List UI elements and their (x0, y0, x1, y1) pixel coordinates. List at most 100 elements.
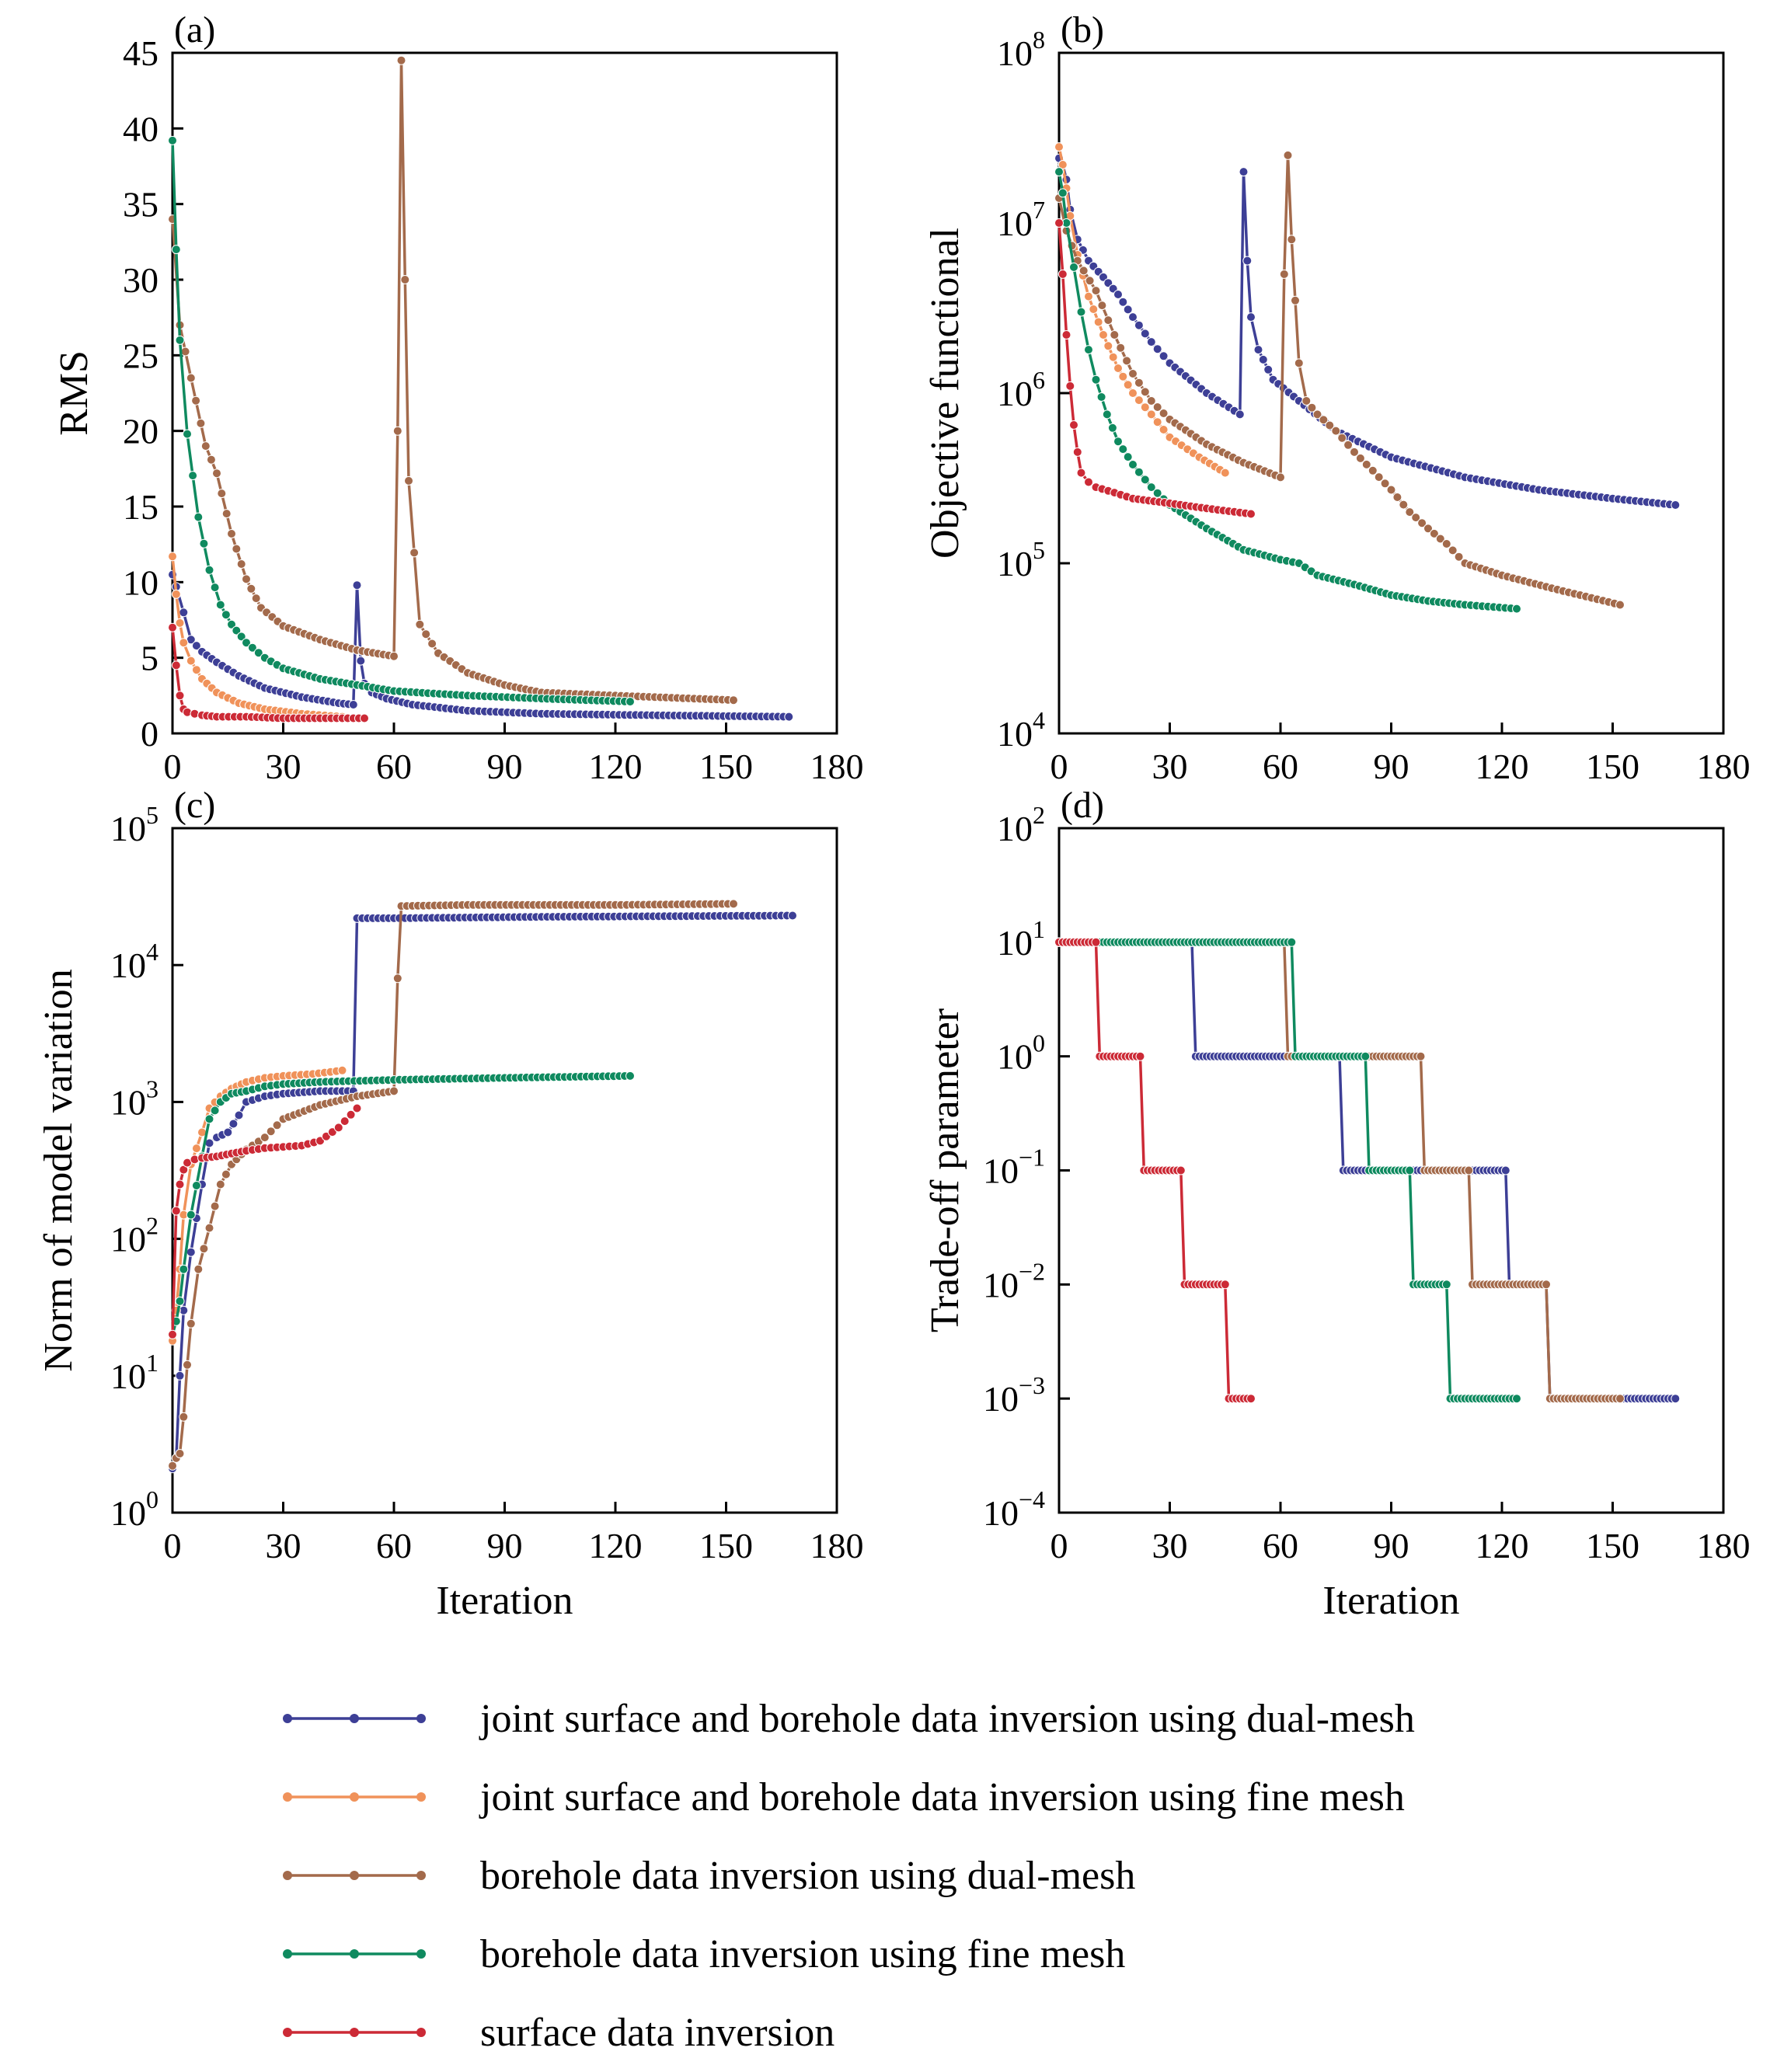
data-point (221, 610, 231, 620)
data-point (1325, 420, 1335, 430)
data-point (232, 544, 242, 554)
x-tick-label: 60 (1263, 747, 1298, 786)
data-point (788, 911, 797, 921)
data-point (272, 1120, 282, 1130)
plot-frame (171, 51, 838, 735)
x-axis-title: Iteration (436, 1579, 573, 1623)
data-point (227, 529, 236, 538)
data-point (1361, 459, 1371, 469)
data-point (1084, 345, 1093, 355)
data-point (168, 135, 177, 145)
data-point (242, 574, 251, 584)
data-point (1103, 341, 1113, 351)
data-point (1123, 380, 1133, 390)
data-point (175, 1179, 185, 1189)
x-tick-label: 90 (487, 1526, 523, 1565)
data-point (625, 1071, 635, 1081)
data-point (196, 418, 206, 428)
data-point (1054, 167, 1064, 177)
data-point (1380, 479, 1390, 489)
data-point (1140, 402, 1150, 413)
data-point (186, 656, 196, 666)
data-point (1097, 301, 1107, 311)
data-point (1429, 528, 1439, 538)
panel-label: (d) (1061, 785, 1104, 826)
series-line (171, 902, 734, 1467)
data-point (352, 1103, 362, 1113)
data-point (1386, 485, 1396, 495)
y-tick-label: 106 (997, 366, 1045, 413)
legend-swatch-marker (350, 1871, 359, 1880)
data-point (1113, 437, 1123, 447)
data-point (1116, 343, 1126, 353)
data-point (191, 641, 201, 651)
data-point (389, 651, 399, 661)
data-point (1287, 235, 1297, 245)
y-tick-label: 45 (123, 33, 159, 73)
data-point (392, 973, 402, 984)
data-point (175, 618, 185, 628)
y-tick-label: 10−3 (983, 1371, 1045, 1419)
x-tick-label: 60 (376, 1526, 412, 1565)
data-point (396, 55, 406, 65)
data-point (1355, 453, 1365, 463)
data-point (1411, 513, 1421, 523)
data-point (204, 1223, 214, 1233)
data-point (1405, 1165, 1415, 1175)
y-tick-label: 10−2 (983, 1257, 1045, 1304)
y-tick-label: 105 (997, 536, 1045, 583)
data-point (191, 395, 201, 406)
data-point (409, 548, 420, 558)
series-fine_borehole (168, 135, 635, 707)
data-point (193, 512, 204, 522)
series-line (1057, 157, 1676, 507)
data-point (188, 471, 198, 481)
data-point (186, 373, 196, 383)
data-point (206, 454, 216, 465)
x-tick-label: 0 (1051, 1526, 1068, 1565)
data-point (180, 346, 190, 357)
data-point (1368, 465, 1378, 475)
x-tick-label: 30 (266, 747, 301, 786)
data-point (1331, 426, 1341, 436)
data-point (1671, 1394, 1681, 1404)
x-tick-label: 180 (810, 1526, 864, 1565)
data-point (1392, 493, 1402, 502)
y-tick-label: 104 (110, 938, 159, 985)
data-point (784, 712, 794, 722)
data-point (1258, 354, 1268, 364)
data-point (1291, 295, 1300, 305)
data-point (389, 1086, 399, 1096)
legend-label: borehole data inversion using dual-mesh (480, 1854, 1135, 1898)
data-point (1441, 539, 1451, 548)
y-tick-label: 10−4 (983, 1485, 1045, 1533)
data-point (1294, 358, 1304, 368)
data-point (1093, 317, 1103, 327)
data-point (191, 665, 201, 675)
data-point (171, 660, 181, 670)
data-point (1246, 1394, 1256, 1404)
data-point (1128, 460, 1138, 469)
legend-swatch-marker (283, 2028, 292, 2037)
data-point (1350, 447, 1359, 457)
data-point (1085, 276, 1095, 286)
y-tick-label: 108 (997, 26, 1045, 73)
data-point (1099, 330, 1108, 340)
legend-label: surface data inversion (480, 2011, 834, 2055)
data-point (1076, 307, 1086, 317)
data-point (183, 429, 192, 439)
data-point (221, 1169, 231, 1179)
data-point (179, 1264, 189, 1274)
legend-swatch-marker (283, 1949, 292, 1959)
data-point (199, 538, 209, 548)
data-point (340, 1116, 350, 1127)
x-tick-label: 120 (1476, 747, 1529, 786)
data-point (1134, 467, 1144, 477)
data-point (1061, 330, 1071, 340)
data-point (1343, 440, 1354, 450)
data-point (236, 632, 246, 642)
legend-item: borehole data inversion using fine mesh (283, 1932, 1125, 1976)
y-tick-label: 0 (141, 714, 159, 754)
series-surface (168, 622, 369, 723)
data-point (1159, 409, 1169, 418)
